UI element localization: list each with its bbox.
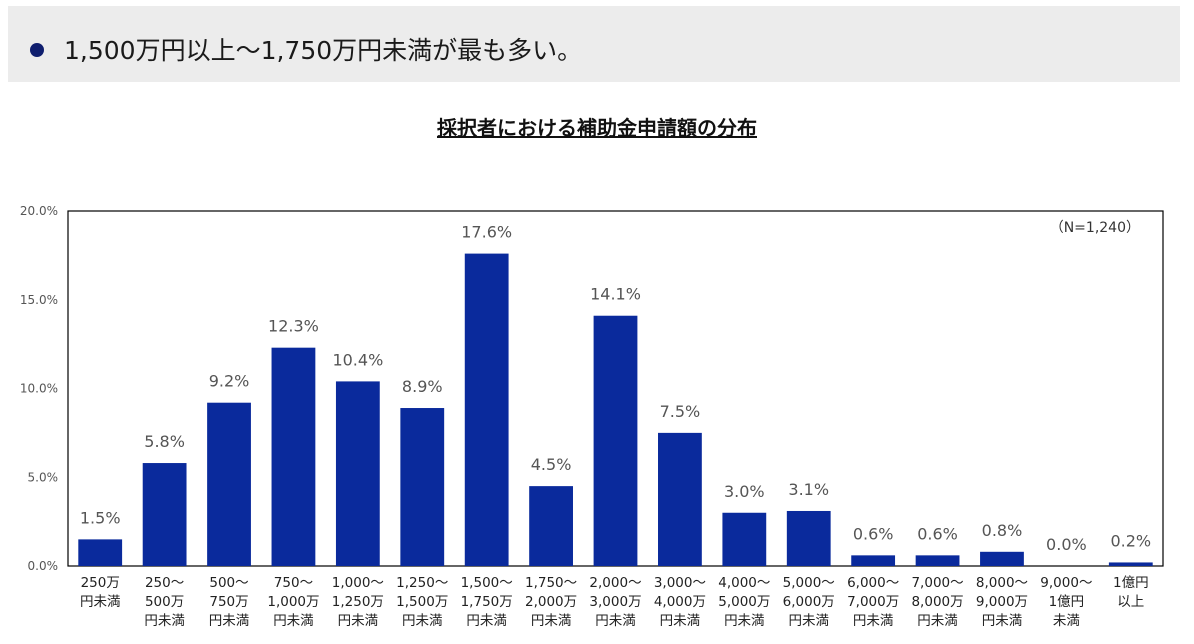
bar <box>593 315 638 566</box>
bar <box>658 432 702 566</box>
bar-value-label: 9.2% <box>209 372 250 391</box>
chart-title: 採択者における補助金申請額の分布 <box>437 116 757 140</box>
bar-value-label: 17.6% <box>461 223 512 242</box>
bar-value-label: 5.8% <box>144 432 185 451</box>
bullet-icon <box>30 43 44 57</box>
bar <box>400 408 445 566</box>
sample-size-annotation: （N=1,240） <box>1050 220 1140 236</box>
bar-value-label: 4.5% <box>531 455 572 474</box>
y-tick-label: 20.0% <box>20 204 58 218</box>
x-tick-label: 4,000～ 5,000万円未満 <box>718 575 770 629</box>
x-tick-label: 1億円以上 <box>1113 575 1149 610</box>
x-tick-label: 7,000～ 8,000万円未満 <box>911 575 963 629</box>
bar <box>786 510 831 566</box>
bar <box>335 381 380 566</box>
x-tick-label: 1,000～ 1,250万円未満 <box>332 575 384 629</box>
bar-value-label: 0.2% <box>1110 531 1151 550</box>
bar <box>1108 562 1153 566</box>
bar-value-label: 10.4% <box>332 350 383 369</box>
bar <box>464 253 509 566</box>
bar-value-label: 3.0% <box>724 482 765 501</box>
x-tick-label: 5,000～ 6,000万円未満 <box>783 575 835 629</box>
bar-value-label: 1.5% <box>80 508 121 527</box>
x-tick-label: 1,750～ 2,000万円未満 <box>525 575 577 629</box>
bar <box>529 486 573 566</box>
x-tick-label: 250～ 500万円未満 <box>144 575 185 629</box>
bar-value-label: 3.1% <box>788 480 829 499</box>
bar <box>915 555 960 566</box>
x-tick-label: 250万円未満 <box>80 575 121 610</box>
x-tick-label: 750～ 1,000万円未満 <box>267 575 319 629</box>
bar-value-label: 14.1% <box>590 285 641 304</box>
bar-value-label: 0.0% <box>1046 535 1087 554</box>
bar <box>142 463 187 566</box>
y-tick-label: 5.0% <box>28 470 59 484</box>
x-tick-label: 6,000～ 7,000万円未満 <box>847 575 899 629</box>
bar-value-label: 8.9% <box>402 377 443 396</box>
x-tick-label: 9,000～ 1億円未満 <box>1040 575 1092 629</box>
y-tick-label: 0.0% <box>28 559 59 573</box>
x-tick-label: 1,250～ 1,500万円未満 <box>396 575 448 629</box>
bar <box>722 512 767 566</box>
bar-value-label: 12.3% <box>268 317 319 336</box>
x-tick-label: 3,000～ 4,000万円未満 <box>654 575 706 629</box>
x-tick-label: 500～ 750万円未満 <box>209 575 250 629</box>
y-tick-label: 10.0% <box>20 382 58 396</box>
summary-banner: 1,500万円以上～1,750万円未満が最も多い。 <box>8 6 1180 82</box>
x-tick-label: 1,500～ 1,750万円未満 <box>461 575 513 629</box>
bar-value-label: 7.5% <box>660 402 701 421</box>
bar-value-label: 0.6% <box>853 524 894 543</box>
bar <box>851 555 896 566</box>
bar <box>271 347 316 566</box>
bar <box>78 539 123 566</box>
summary-text: 1,500万円以上～1,750万円未満が最も多い。 <box>64 36 583 65</box>
x-tick-label: 2,000～ 3,000万円未満 <box>589 575 641 629</box>
bar-value-label: 0.8% <box>982 521 1023 540</box>
bar <box>980 551 1024 566</box>
bar-value-label: 0.6% <box>917 524 958 543</box>
x-tick-label: 8,000～ 9,000万円未満 <box>976 575 1028 629</box>
bar <box>207 402 251 566</box>
y-tick-label: 15.0% <box>20 293 58 307</box>
